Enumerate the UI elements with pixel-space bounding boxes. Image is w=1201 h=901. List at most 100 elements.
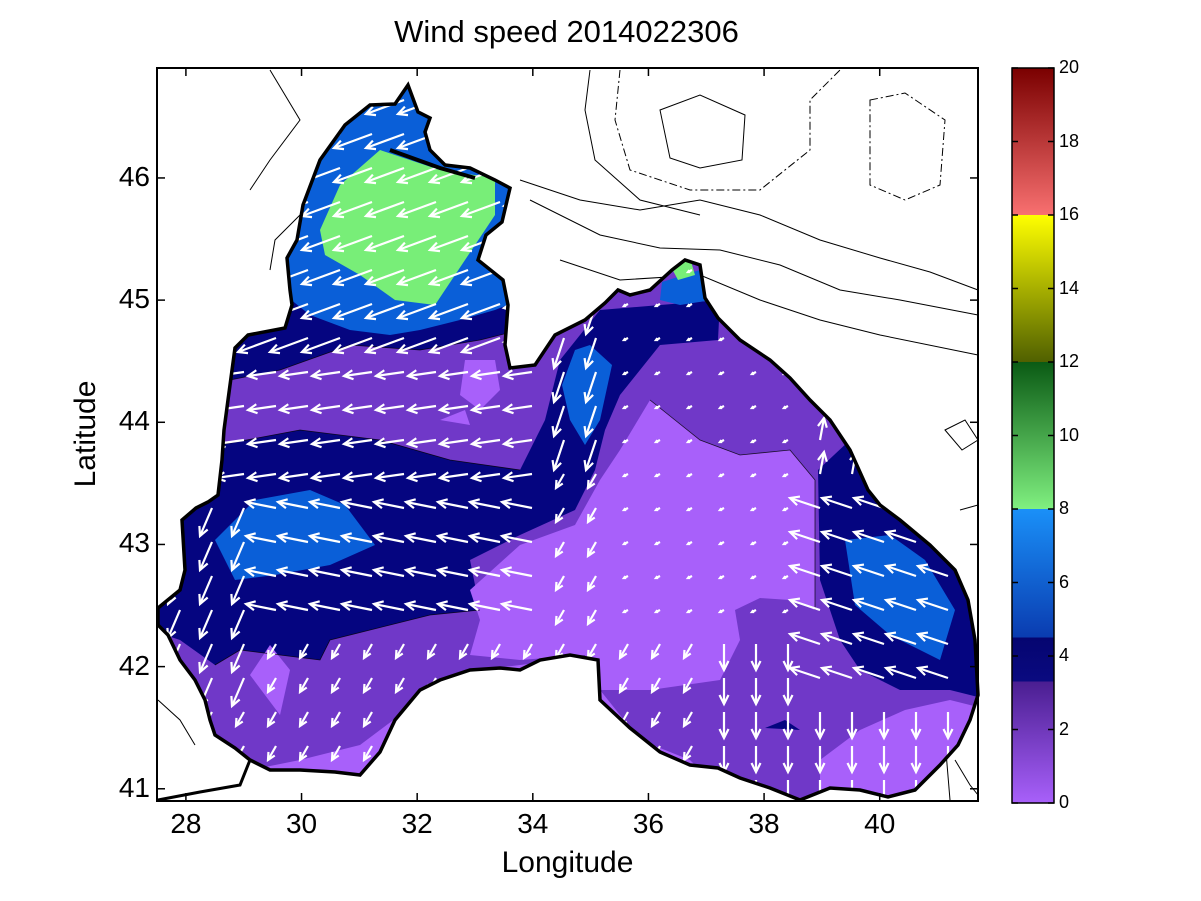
wind-vector-head [405, 437, 418, 449]
wind-vector-head [371, 600, 384, 612]
wind-vector [375, 472, 405, 480]
wind-vector-head [405, 403, 418, 415]
x-tick-label: 30 [285, 808, 318, 839]
wind-vector [198, 575, 214, 605]
wind-vector [267, 711, 277, 727]
wind-vector-head [339, 532, 352, 544]
wind-vector-head [878, 728, 890, 741]
wind-vector [471, 472, 501, 480]
wind-vector-head [373, 403, 386, 415]
wind-vector [439, 438, 469, 446]
wind-vector-head [363, 139, 377, 151]
wind-vector-head [650, 717, 660, 729]
wind-vector-head [427, 207, 441, 219]
wind-vector [821, 598, 853, 612]
wind-vector [501, 568, 533, 578]
wind-vector-head [551, 357, 562, 371]
wind-vector-head [142, 107, 152, 115]
wind-vector [651, 711, 661, 727]
wind-vector-head [245, 471, 258, 483]
wind-vector-head [426, 649, 436, 661]
wind-vector-head [499, 498, 512, 510]
wind-vector-head [339, 498, 352, 510]
wind-vector-head [781, 575, 787, 580]
wind-vector [683, 677, 693, 693]
wind-vector-head [230, 525, 241, 539]
wind-vector [429, 336, 469, 354]
wind-vector-head [394, 649, 404, 661]
wind-vector-head [363, 241, 377, 253]
wind-vector-head [851, 529, 865, 540]
wind-vector-head [717, 541, 723, 546]
wind-vector [343, 472, 373, 480]
wind-vector-head [467, 498, 480, 510]
wind-vector-head [915, 631, 929, 642]
wind-vector-head [718, 728, 730, 741]
wind-vector-head [403, 498, 416, 510]
wind-vector-head [682, 751, 692, 763]
wind-vector [247, 438, 277, 446]
wind-vector-head [883, 631, 897, 642]
wind-vector-head [467, 600, 480, 612]
wind-vector-head [267, 343, 281, 355]
wind-vector-head [782, 728, 794, 741]
wind-vector-head [551, 425, 562, 439]
wind-vector-head [394, 683, 404, 695]
wind-vector-head [621, 541, 627, 546]
wind-vector [198, 507, 214, 537]
speed-band-5-7-east [845, 535, 955, 660]
wind-vector-head [298, 683, 308, 695]
wind-vector-head [395, 241, 409, 253]
colorbar-tick-label: 20 [1059, 57, 1080, 77]
wind-vector-head [307, 498, 320, 510]
x-tick-label: 38 [748, 808, 780, 839]
wind-vector [405, 568, 437, 578]
wind-vector-head [554, 547, 564, 559]
wind-vector-head [458, 649, 468, 661]
wind-vector-head [717, 371, 723, 376]
wind-vector-head [299, 343, 313, 355]
wind-vector-head [230, 661, 241, 675]
wind-vector [461, 302, 501, 320]
wind-vector-head [331, 241, 345, 253]
wind-vector-head [299, 241, 313, 253]
wind-vector [503, 472, 533, 480]
wind-vector-head [277, 403, 290, 415]
wind-vector [309, 500, 341, 510]
wind-vector-head [653, 609, 659, 614]
wind-vector-head [437, 437, 450, 449]
wind-vector-head [915, 665, 929, 676]
speed-band-3-4-spot [765, 720, 800, 730]
colorbar [1011, 67, 1055, 804]
wind-vector-head [685, 575, 691, 580]
wind-vector-head [234, 717, 244, 729]
wind-vector [395, 643, 405, 659]
wind-vector [821, 666, 853, 680]
wind-vector-head [331, 343, 345, 355]
wind-vector [429, 200, 469, 218]
wind-vector-head [309, 471, 322, 483]
wind-vector-head [718, 694, 730, 707]
wind-vector-head [650, 649, 660, 661]
wind-vector-head [230, 695, 241, 709]
wind-vector [584, 405, 598, 437]
wind-vector [853, 666, 885, 680]
wind-vector-head [243, 566, 256, 578]
wind-vector-head [583, 459, 594, 473]
wind-vector [245, 534, 277, 544]
wind-vector-head [551, 391, 562, 405]
wind-vector-head [883, 597, 897, 608]
wind-vector-head [814, 728, 826, 741]
wind-vector-head [499, 532, 512, 544]
wind-vector-head [819, 631, 833, 642]
wind-vector-head [819, 665, 833, 676]
wind-vector-head [749, 405, 755, 410]
wind-vector [341, 602, 373, 612]
wind-vector-head [299, 275, 313, 287]
wind-vector [821, 632, 853, 646]
wind-vector-head [717, 609, 723, 614]
wind-vector-head [653, 439, 659, 444]
y-tick-marks [157, 177, 978, 790]
wind-vector [237, 336, 277, 354]
y-tick-label: 45 [118, 283, 150, 315]
